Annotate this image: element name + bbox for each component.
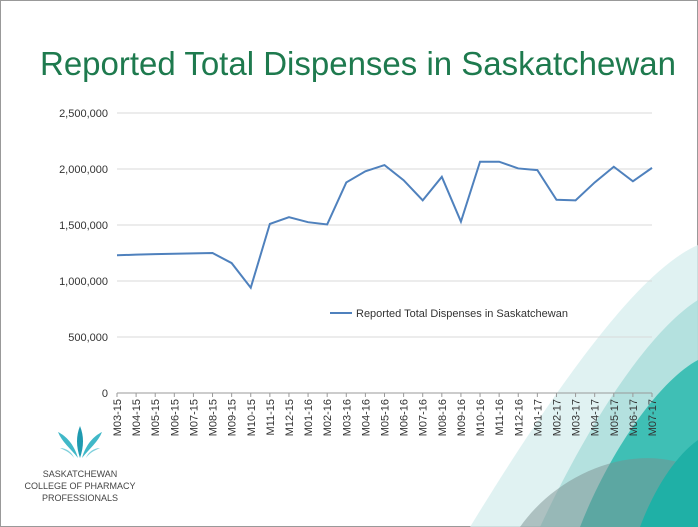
y-tick-label: 2,000,000 [59,164,108,176]
logo-text: PROFESSIONALS [42,493,118,503]
x-tick-label: M11-16 [494,399,506,435]
logo-text: SASKATCHEWAN [43,469,118,479]
legend-label: Reported Total Dispenses in Saskatchewan [356,308,568,320]
x-tick-label: M04-17 [590,399,602,436]
x-tick-label: M01-16 [303,399,315,436]
logo-icon [58,426,102,458]
x-tick-label: M01-17 [532,399,544,436]
x-tick-label: M03-15 [112,399,124,436]
y-tick-label: 2,500,000 [59,108,108,120]
x-tick-label: M03-17 [571,399,583,436]
x-tick-label: M12-15 [284,399,296,436]
x-tick-label: M04-16 [360,399,372,436]
x-tick-label: M07-17 [647,399,659,436]
x-tick-label: M08-16 [437,399,449,436]
x-tick-label: M09-15 [227,399,239,436]
x-tick-label: M04-15 [131,399,143,436]
x-tick-label: M05-16 [380,399,392,436]
x-tick-label: M09-16 [456,399,468,436]
x-tick-label: M12-16 [513,399,525,436]
x-tick-label: M05-17 [609,399,621,436]
y-tick-label: 0 [102,388,108,400]
x-tick-label: M10-15 [246,399,258,436]
series-line [116,160,653,290]
x-tick-label: M03-16 [341,399,353,436]
chart-title: Reported Total Dispenses in Saskatchewan [40,45,676,82]
x-tick-label: M10-16 [475,399,487,436]
x-tick-label: M07-15 [188,399,200,436]
x-tick-label: M02-16 [322,399,334,436]
x-tick-label: M11-15 [265,399,277,435]
x-tick-label: M06-17 [628,399,640,436]
x-tick-label: M06-15 [169,399,181,436]
y-tick-label: 1,000,000 [59,276,108,288]
x-tick-label: M08-15 [208,399,220,436]
x-tick-label: M02-17 [551,399,563,436]
y-tick-label: 1,500,000 [59,220,108,232]
x-tick-label: M07-16 [418,399,430,436]
logo-text: COLLEGE OF PHARMACY [24,481,135,491]
x-tick-label: M05-15 [150,399,162,436]
decoration [470,245,698,527]
y-tick-label: 500,000 [68,332,108,344]
x-tick-label: M06-16 [399,399,411,436]
